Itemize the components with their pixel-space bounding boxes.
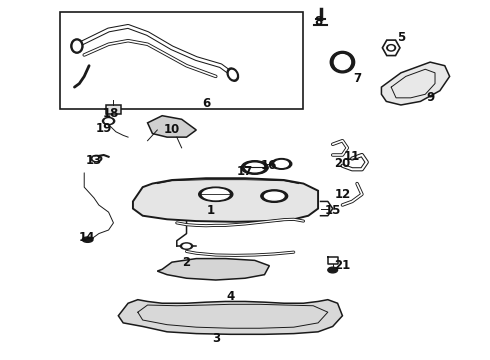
Text: 13: 13 [86,154,102,167]
Text: 14: 14 [78,231,95,244]
Text: 9: 9 [426,91,434,104]
Text: 8: 8 [314,14,322,27]
Text: 1: 1 [207,204,215,217]
Text: 2: 2 [182,256,191,269]
Ellipse shape [82,237,93,242]
Ellipse shape [261,190,288,202]
Text: 12: 12 [334,188,350,201]
Text: 3: 3 [212,333,220,346]
Ellipse shape [93,157,99,160]
Ellipse shape [229,71,236,79]
Text: 6: 6 [202,97,210,110]
Ellipse shape [102,117,115,125]
Ellipse shape [275,161,288,167]
Ellipse shape [245,163,264,172]
Ellipse shape [180,243,193,249]
Text: 5: 5 [397,31,405,44]
Ellipse shape [271,158,292,169]
Ellipse shape [91,156,102,162]
Ellipse shape [105,119,112,123]
Ellipse shape [202,189,229,200]
Ellipse shape [334,55,350,69]
Ellipse shape [183,244,190,248]
Polygon shape [382,40,400,55]
Text: 18: 18 [103,107,119,120]
Ellipse shape [199,187,233,202]
Ellipse shape [387,45,395,51]
Bar [106,105,121,114]
Ellipse shape [328,267,338,273]
Ellipse shape [265,192,284,200]
Polygon shape [133,178,318,222]
Ellipse shape [71,39,83,53]
Text: 20: 20 [334,157,350,170]
Polygon shape [157,258,270,280]
Text: 4: 4 [226,289,235,303]
Text: 17: 17 [237,165,253,177]
Text: 15: 15 [324,204,341,217]
Text: 11: 11 [344,150,360,163]
Polygon shape [147,116,196,137]
Bar [60,12,303,109]
Text: 10: 10 [164,123,180,136]
Ellipse shape [73,41,80,51]
Ellipse shape [242,161,268,174]
Polygon shape [381,62,450,105]
Text: 19: 19 [96,122,112,135]
Ellipse shape [227,68,239,81]
Text: 16: 16 [261,159,277,172]
Text: 7: 7 [353,72,361,85]
Polygon shape [118,300,343,334]
Text: 21: 21 [334,259,350,272]
Ellipse shape [330,51,355,73]
Ellipse shape [389,46,393,50]
